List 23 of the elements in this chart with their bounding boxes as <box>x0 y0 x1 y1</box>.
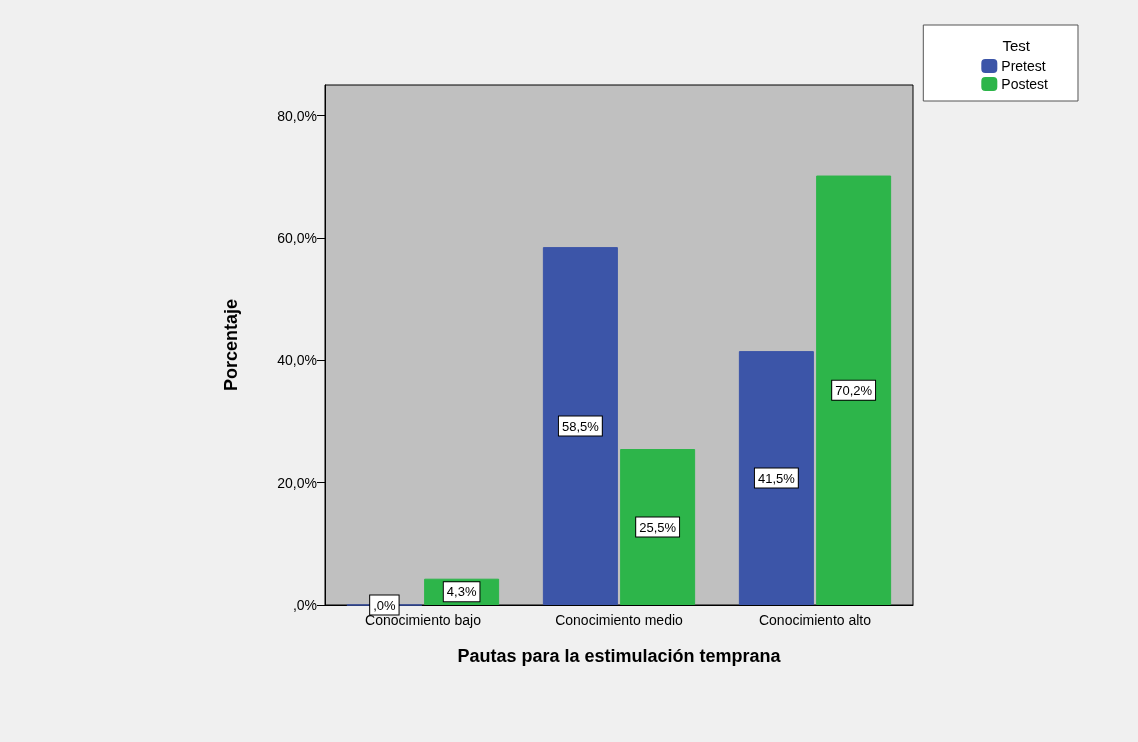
x-tick-label: Conocimiento bajo <box>365 612 482 628</box>
x-tick-label: Conocimiento alto <box>758 612 872 628</box>
legend-label: Pretest <box>1001 58 1046 74</box>
y-tick-label: 20,0% <box>277 474 317 491</box>
data-label: 25,5% <box>639 519 677 535</box>
data-label: 70,2% <box>835 382 873 398</box>
y-tick-label: 40,0% <box>277 352 317 369</box>
y-tick-label: ,0% <box>292 597 317 613</box>
bar <box>542 247 618 605</box>
y-axis-title: Porcentaje <box>221 298 241 392</box>
data-label: 4,3% <box>446 584 477 600</box>
y-tick-label: 60,0% <box>277 229 317 246</box>
y-tick-label: 80,0% <box>277 107 317 124</box>
legend-label: Postest <box>1001 76 1049 92</box>
x-axis-title: Pautas para la estimulación temprana <box>457 646 782 666</box>
data-label: ,0% <box>373 597 397 613</box>
bar <box>620 449 696 605</box>
legend-title: Test <box>1002 37 1031 54</box>
data-label: 41,5% <box>757 470 796 486</box>
bar <box>738 351 814 605</box>
x-tick-label: Conocimiento medio <box>555 612 684 628</box>
bar <box>816 175 892 605</box>
data-label: 58,5% <box>561 418 600 434</box>
